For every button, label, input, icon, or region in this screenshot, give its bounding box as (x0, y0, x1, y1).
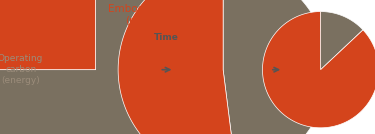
Polygon shape (223, 0, 328, 134)
Polygon shape (118, 0, 236, 134)
Text: Operating
carbon
(energy): Operating carbon (energy) (0, 54, 43, 85)
Polygon shape (321, 12, 363, 70)
Text: Embodied carbon
(materials): Embodied carbon (materials) (108, 4, 200, 26)
Text: Time: Time (154, 33, 178, 42)
Polygon shape (0, 0, 96, 70)
Text: Total carbon: Total carbon (68, 121, 123, 130)
Polygon shape (0, 0, 238, 134)
Polygon shape (262, 12, 375, 128)
